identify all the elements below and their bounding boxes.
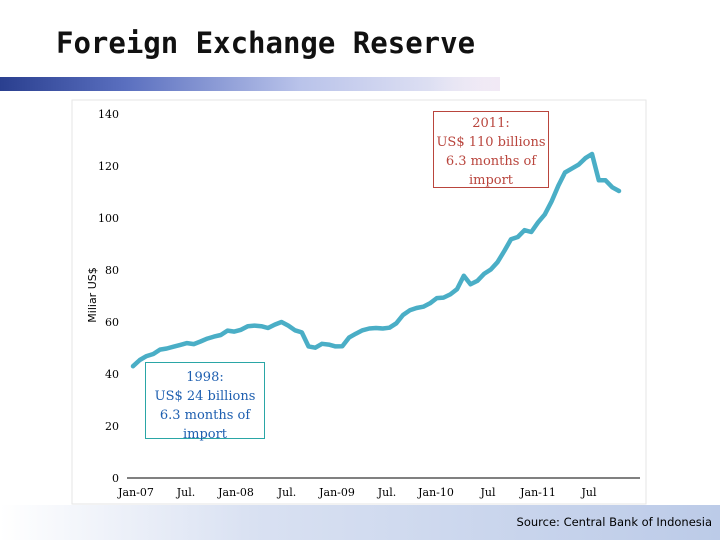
title-underline-fade [430, 77, 500, 91]
annotation-2011: 2011: US$ 110 billions 6.3 months of imp… [433, 111, 549, 188]
y-tick-label: 120 [98, 160, 119, 173]
source-note: Source: Central Bank of Indonesia [516, 515, 712, 529]
annotation-2011-line: US$ 110 billions [436, 135, 546, 150]
y-tick-label: 60 [105, 316, 119, 329]
y-tick-label: 100 [98, 212, 119, 225]
x-tick-label: Jan-08 [217, 486, 254, 499]
x-tick-label: Jan-07 [117, 486, 154, 499]
annotation-2011-line: 2011: [472, 116, 510, 131]
x-tick-label: Jul [479, 486, 495, 499]
x-tick-label: Jan-09 [318, 486, 355, 499]
chart-plot-frame [71, 99, 647, 505]
x-tick-label: Jan-11 [519, 486, 556, 499]
x-tick-label: Jul [580, 486, 596, 499]
y-tick-label: 80 [105, 264, 119, 277]
y-tick-label: 20 [105, 420, 119, 433]
annotation-1998-line: import [182, 427, 228, 442]
y-tick-label: 40 [105, 368, 119, 381]
annotation-2011-line: import [468, 173, 514, 188]
annotation-1998-line: 6.3 months of [159, 408, 251, 423]
series-line-reserves [130, 151, 622, 369]
footer-bar [0, 505, 720, 540]
annotation-1998: 1998: US$ 24 billions 6.3 months of impo… [145, 362, 265, 442]
y-tick-label: 140 [98, 108, 119, 121]
title-underline-bar [0, 77, 500, 91]
x-tick-label: Jul. [277, 486, 297, 499]
annotation-2011-line: 6.3 months of [445, 154, 537, 169]
y-axis-ticks: 0 20 40 60 80 100 120 140 [98, 108, 119, 485]
x-axis-ticks: Jan-07 Jul. Jan-08 Jul. Jan-09 Jul. Jan-10 Jul J… [117, 486, 597, 499]
annotation-1998-line: US$ 24 billions [154, 389, 256, 404]
x-tick-label: Jul. [377, 486, 397, 499]
y-axis-label: Miliar US$ [86, 267, 99, 322]
page-title: Foreign Exchange Reserve [56, 26, 476, 60]
x-tick-label: Jul. [176, 486, 196, 499]
annotation-1998-line: 1998: [186, 370, 224, 385]
x-tick-label: Jan-10 [417, 486, 454, 499]
y-tick-label: 0 [112, 472, 119, 485]
